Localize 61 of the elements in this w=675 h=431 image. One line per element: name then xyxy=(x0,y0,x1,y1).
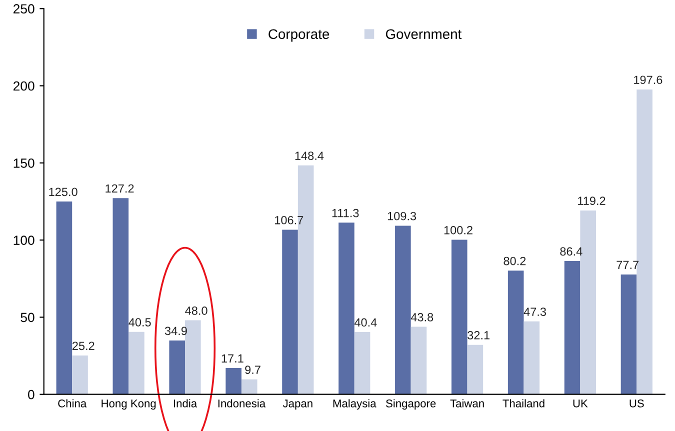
y-tick-label: 150 xyxy=(14,158,34,168)
data-label: 32.1 xyxy=(468,331,490,340)
data-label: 148.4 xyxy=(295,152,324,160)
y-tick-label: 50 xyxy=(20,312,34,322)
bar xyxy=(620,274,637,394)
legend-label: Corporate xyxy=(268,29,330,42)
data-label: 80.2 xyxy=(504,256,526,266)
data-label: 86.4 xyxy=(560,247,582,256)
data-label: 34.9 xyxy=(164,326,187,336)
x-tick-label: Indonesia xyxy=(218,399,266,408)
bar xyxy=(169,340,186,394)
data-label: 25.2 xyxy=(72,342,94,350)
x-tick-label: Thailand xyxy=(502,399,544,408)
data-label: 40.4 xyxy=(354,318,377,327)
bar xyxy=(564,261,580,394)
x-tick-label: UK xyxy=(573,400,588,408)
legend-label: Government xyxy=(386,29,462,40)
bar xyxy=(508,270,524,394)
bar xyxy=(636,89,652,394)
y-tick-label: 100 xyxy=(14,236,34,245)
bar xyxy=(354,332,370,394)
bar xyxy=(451,240,468,394)
data-label: 43.8 xyxy=(410,313,434,322)
bar xyxy=(395,226,411,394)
x-tick-label: US xyxy=(630,400,644,408)
y-tick-label: 250 xyxy=(14,4,34,14)
bar xyxy=(338,222,354,394)
bar xyxy=(524,321,540,394)
bar xyxy=(112,198,129,394)
bar xyxy=(185,320,201,394)
data-label: 125.0 xyxy=(49,188,78,196)
x-tick-label: Taiwan xyxy=(450,399,484,408)
data-label: 40.5 xyxy=(128,318,151,326)
data-label: 77.7 xyxy=(616,260,639,269)
data-label: 100.2 xyxy=(444,226,472,234)
bar xyxy=(241,379,258,394)
y-tick-label: 200 xyxy=(14,81,34,91)
data-label: 106.7 xyxy=(275,216,304,224)
bar xyxy=(410,326,427,394)
data-label: 17.1 xyxy=(222,354,244,362)
x-tick-label: Singapore xyxy=(386,399,436,410)
x-tick-label: Hong Kong xyxy=(102,400,156,410)
y-tick-label: 0 xyxy=(28,390,34,400)
data-label: 109.3 xyxy=(388,212,416,220)
bar xyxy=(56,201,72,394)
x-tick-label: Japan xyxy=(282,400,312,410)
bar xyxy=(226,368,242,394)
data-label: 48.0 xyxy=(185,306,208,315)
x-tick-label: China xyxy=(58,399,87,408)
data-label: 119.2 xyxy=(578,196,606,206)
data-label: 9.7 xyxy=(245,366,260,374)
bar xyxy=(128,332,144,394)
data-label: 197.6 xyxy=(634,76,662,84)
x-tick-label: Malaysia xyxy=(333,399,376,410)
data-label: 111.3 xyxy=(332,208,359,218)
bar xyxy=(467,344,484,394)
x-tick-label: India xyxy=(174,399,198,408)
bar xyxy=(282,230,298,394)
bar xyxy=(72,355,88,394)
data-label: 47.3 xyxy=(524,308,546,316)
data-label: 127.2 xyxy=(106,184,134,193)
